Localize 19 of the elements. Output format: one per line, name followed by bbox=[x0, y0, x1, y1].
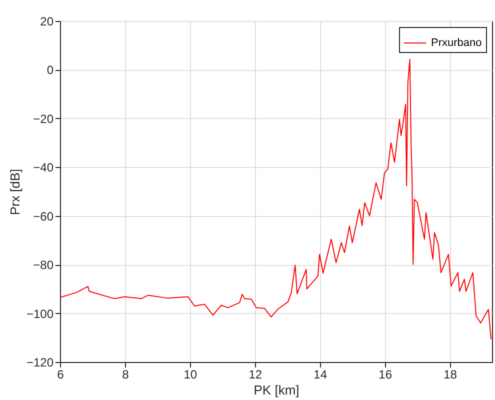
x-axis-title: PK [km] bbox=[254, 382, 300, 398]
y-tick-label: 20 bbox=[40, 14, 54, 28]
y-tick-label: −120 bbox=[26, 356, 54, 370]
x-tick-label: 16 bbox=[378, 368, 392, 382]
x-tick-label: 10 bbox=[184, 368, 198, 382]
y-tick-label: −20 bbox=[33, 112, 54, 126]
x-tick-label: 8 bbox=[122, 368, 130, 382]
x-tick-label: 14 bbox=[314, 368, 328, 382]
line-series bbox=[60, 58, 492, 340]
x-tick-label: 18 bbox=[444, 368, 458, 382]
y-tick-label: −100 bbox=[26, 306, 54, 321]
y-axis-title: Prx [dB] bbox=[7, 168, 22, 216]
y-tick-label: 0 bbox=[46, 63, 54, 78]
x-tick-label: 12 bbox=[248, 368, 262, 382]
y-tick-label: −60 bbox=[33, 209, 54, 224]
y-tick-label: −40 bbox=[33, 160, 54, 175]
legend-label: Prxurbano bbox=[431, 37, 482, 49]
y-tick-label: −80 bbox=[33, 258, 54, 272]
x-tick-label: 6 bbox=[57, 368, 64, 382]
